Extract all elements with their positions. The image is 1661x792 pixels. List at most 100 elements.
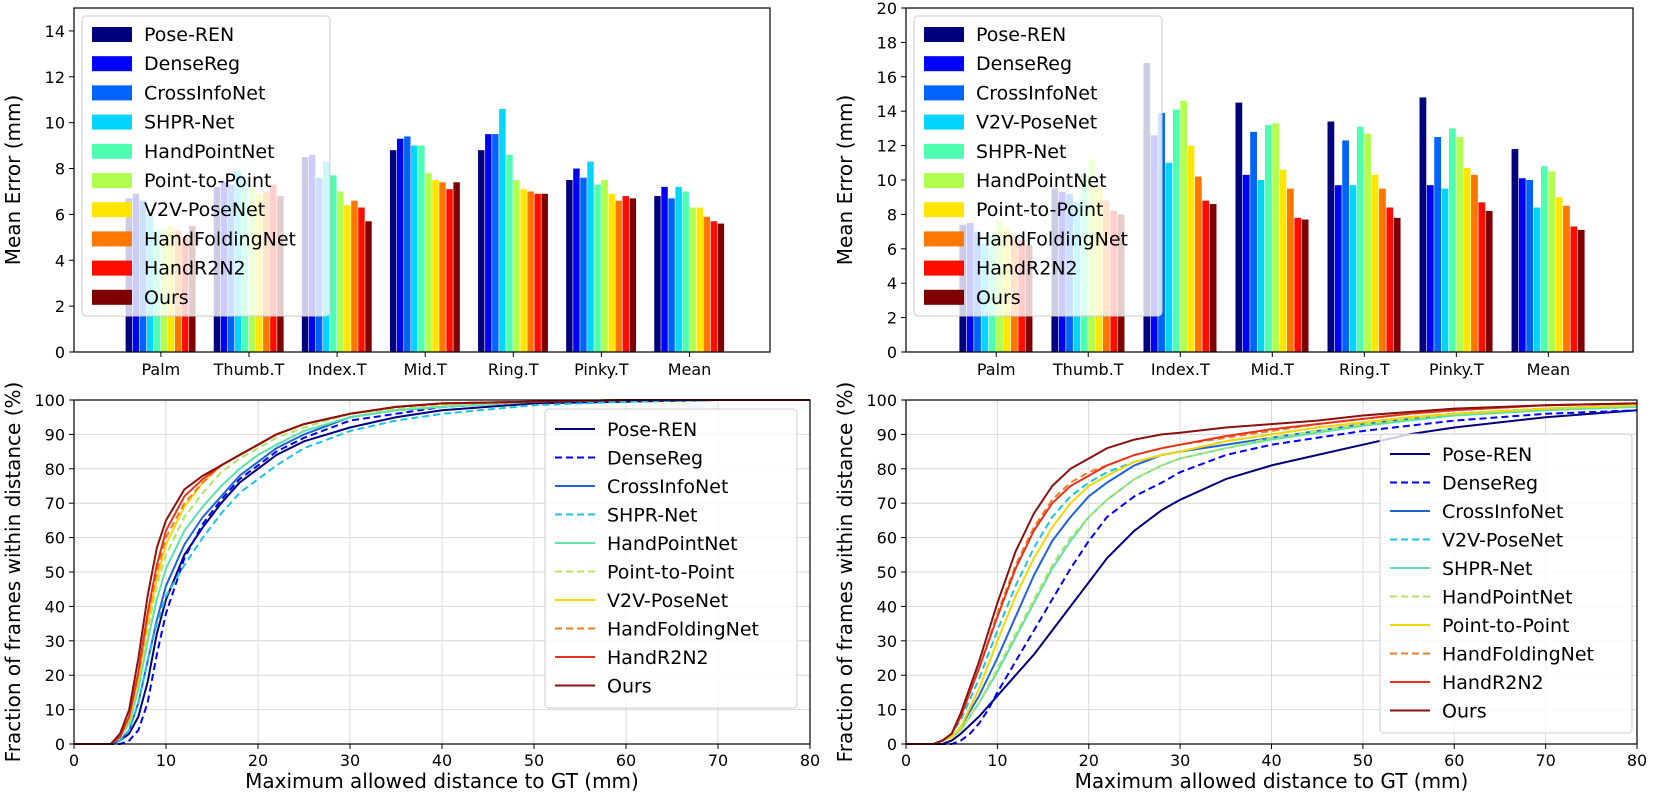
plot-frame (73, 7, 771, 353)
legend-label-Pose-REN: Pose-REN (1442, 444, 1532, 466)
bar-Mid.T-HandR2N2 (446, 189, 453, 352)
bar-Mid.T-HandPointNet (418, 145, 425, 352)
bar-Mid.T-Ours (1301, 219, 1309, 352)
legend-box (913, 15, 1163, 317)
legend-label-Ours: Ours (1442, 701, 1487, 723)
legend-swatch-Pose-REN (92, 27, 132, 42)
bar-Pinky.T-HandFoldingNet (1471, 174, 1478, 352)
legend-label-HandPointNet: HandPointNet (144, 141, 275, 163)
bar-Pinky.T-HandFoldingNet (615, 200, 622, 352)
bar-Mean-DenseReg (661, 186, 668, 352)
plot-frame (905, 7, 1634, 353)
bar-Ring.T-HandR2N2 (534, 193, 541, 352)
bar-Pinky.T-Point-to-Point (1463, 167, 1471, 352)
bar-Ring.T-HandFoldingNet (527, 191, 534, 352)
legend-swatch-CrossInfoNet (92, 85, 132, 101)
y-tick-label: 10 (45, 701, 65, 720)
x-tick-label: Thumb.T (1052, 360, 1124, 379)
y-tick-label: 14 (877, 102, 897, 121)
bar-Mean-V2V-PoseNet (696, 207, 703, 352)
lines (906, 402, 1638, 745)
bar-Index.T-Point-to-Point (1187, 145, 1195, 352)
curve-Pose-REN (906, 409, 1638, 745)
bar-Mean-SHPR-Net (1541, 166, 1548, 352)
y-axis-label: Mean Error (mm) (833, 95, 857, 266)
bar-Index.T-HandR2N2 (1202, 200, 1210, 352)
y-tick-label: 20 (877, 0, 897, 18)
bar-Ring.T-DenseReg (1334, 185, 1342, 352)
bar-Ring.T-SHPR-Net (1356, 126, 1364, 353)
y-tick-label: 40 (877, 597, 897, 616)
plot-frame (73, 399, 811, 745)
y-tick-label: 16 (877, 68, 897, 87)
legend-label-CrossInfoNet: CrossInfoNet (976, 82, 1097, 104)
y-tick-label: 12 (45, 68, 65, 87)
legend-box (1379, 433, 1633, 734)
x-tick-label: Pinky.T (1429, 360, 1484, 379)
y-tick-label: 10 (877, 701, 897, 720)
x-tick-label: Pinky.T (574, 360, 629, 379)
bar-Pinky.T-HandR2N2 (1478, 202, 1486, 352)
x-tick-label: 10 (987, 751, 1007, 770)
bar-Pinky.T-SHPR-Net (587, 161, 594, 352)
bar-Index.T-HandFoldingNet (1194, 176, 1202, 352)
bar-Mid.T-HandFoldingNet (1287, 188, 1294, 352)
y-tick-label: 60 (877, 529, 897, 548)
bar-Ring.T-Ours (541, 193, 548, 352)
bar-Mean-Point-to-Point (689, 207, 696, 352)
x-tick-label: Ring.T (1339, 360, 1390, 379)
y-tick-label: 6 (887, 240, 897, 259)
y-tick-label: 60 (45, 529, 65, 548)
legend-swatch-V2V-PoseNet (924, 114, 964, 130)
legend-swatch-HandR2N2 (924, 260, 964, 276)
bar-Mean-HandPointNet (682, 191, 689, 352)
y-tick-label: 12 (877, 137, 897, 156)
curve-Ours (906, 402, 1638, 745)
bar-Ring.T-CrossInfoNet (492, 134, 499, 352)
bar-Mean-CrossInfoNet (1526, 180, 1534, 352)
legend-swatch-CrossInfoNet (924, 85, 964, 101)
bar-Ring.T-SHPR-Net (499, 108, 506, 352)
y-tick-label: 2 (55, 297, 65, 316)
y-tick-label: 6 (55, 205, 65, 224)
legend-swatch-Ours (92, 289, 132, 305)
lines (74, 399, 810, 745)
bar-Ring.T-Pose-REN (478, 150, 485, 352)
y-tick-label: 30 (45, 632, 65, 651)
legend-label-CrossInfoNet: CrossInfoNet (144, 82, 265, 104)
legend-label-Point-to-Point: Point-to-Point (1442, 615, 1570, 637)
curve-SHPR-Net (74, 399, 810, 745)
bar-Mean-CrossInfoNet (668, 198, 675, 352)
y-tick-label: 90 (877, 425, 897, 444)
bar-Mean-SHPR-Net (675, 186, 682, 352)
y-tick-label: 8 (55, 160, 65, 179)
x-tick-label: Mean (668, 360, 712, 379)
bar-Ring.T-Ours (1393, 217, 1401, 352)
y-tick-label: 50 (877, 563, 897, 582)
x-tick-label: Index.T (308, 360, 367, 379)
bar-Mid.T-CrossInfoNet (1250, 131, 1257, 352)
bar-Index.T-SHPR-Net (1172, 109, 1180, 352)
bar-Mid.T-HandFoldingNet (439, 182, 446, 352)
legend-swatch-SHPR-Net (92, 114, 132, 130)
curve-DenseReg (906, 409, 1638, 745)
bar-Mean-HandFoldingNet (703, 216, 711, 352)
legend: Pose-REN DenseReg CrossInfoNet SHPR-Net Hand… (544, 408, 798, 709)
x-tick-label: 50 (524, 751, 544, 770)
y-tick-label: 80 (45, 460, 65, 479)
legend-label-Point-to-Point: Point-to-Point (607, 562, 735, 584)
curve-HandR2N2 (906, 402, 1638, 745)
x-tick-label: 40 (432, 751, 452, 770)
y-tick-label: 100 (34, 391, 65, 410)
bar-Pinky.T-V2V-PoseNet (1441, 188, 1449, 352)
legend-label-Ours: Ours (976, 287, 1021, 309)
bar-Mean-V2V-PoseNet (1533, 207, 1541, 352)
bar-Pinky.T-HandPointNet (594, 184, 601, 352)
y-axis-label: Fraction of frames within distance (%) (1, 382, 25, 763)
bar-Mid.T-DenseReg (1242, 174, 1250, 352)
legend-swatch-HandFoldingNet (92, 231, 132, 247)
bar-Ring.T-CrossInfoNet (1342, 140, 1349, 352)
legend-label-HandFoldingNet: HandFoldingNet (976, 228, 1128, 250)
legend-label-DenseReg: DenseReg (607, 448, 703, 470)
